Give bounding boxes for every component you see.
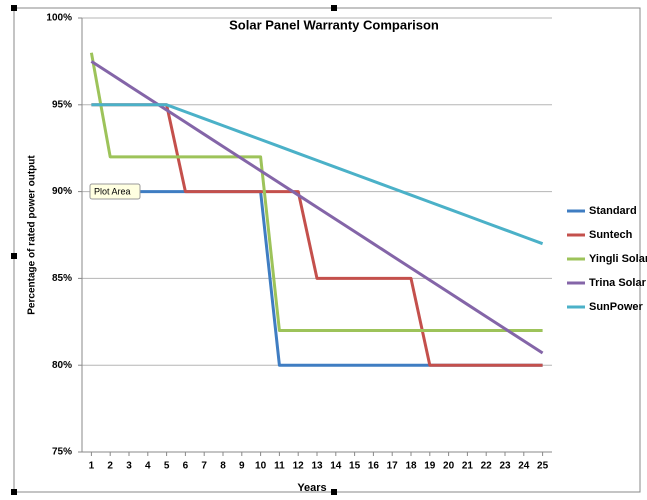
x-tick-label: 15 [349, 461, 361, 472]
x-tick-label: 10 [255, 461, 267, 472]
x-tick-label: 18 [405, 461, 417, 472]
x-tick-label: 22 [481, 461, 493, 472]
x-tick-label: 6 [183, 461, 189, 472]
selection-handle [11, 253, 17, 259]
legend-label: Trina Solar [589, 277, 647, 289]
x-axis-label: Years [297, 482, 326, 494]
y-axis-label: Percentage of rated power output [27, 155, 38, 315]
selection-handle [331, 5, 337, 11]
x-tick-label: 7 [201, 461, 207, 472]
chart-title: Solar Panel Warranty Comparison [229, 17, 439, 32]
legend-label: Yingli Solar [589, 253, 647, 265]
x-tick-label: 4 [145, 461, 151, 472]
legend-label: Standard [589, 205, 637, 217]
tooltip-text: Plot Area [94, 186, 131, 196]
legend-label: SunPower [589, 301, 644, 313]
series-line [90, 60, 544, 355]
selection-handle [11, 489, 17, 495]
x-tick-label: 21 [462, 461, 474, 472]
x-tick-label: 25 [537, 461, 549, 472]
chart-border [13, 7, 641, 493]
x-tick-label: 2 [107, 461, 113, 472]
y-tick-label: 75% [52, 447, 72, 458]
x-tick-label: 3 [126, 461, 132, 472]
y-tick-label: 85% [52, 273, 72, 284]
series-line [91, 103, 544, 246]
x-tick-label: 9 [239, 461, 245, 472]
y-tick-label: 95% [52, 99, 72, 110]
selection-handle [11, 5, 17, 11]
x-tick-label: 23 [499, 461, 511, 472]
x-tick-label: 12 [293, 461, 305, 472]
x-tick-label: 20 [443, 461, 455, 472]
x-tick-label: 19 [424, 461, 436, 472]
x-tick-label: 24 [518, 461, 530, 472]
x-tick-label: 13 [311, 461, 323, 472]
x-tick-label: 16 [368, 461, 380, 472]
x-tick-label: 5 [164, 461, 170, 472]
x-tick-label: 1 [89, 461, 95, 472]
selection-handle [331, 489, 337, 495]
series-line [89, 52, 543, 332]
y-tick-label: 90% [52, 186, 72, 197]
tooltip-box [89, 183, 141, 200]
y-tick-label: 100% [46, 13, 72, 24]
tooltip: Plot Area [89, 183, 141, 200]
x-tick-label: 17 [387, 461, 399, 472]
legend-label: Suntech [589, 229, 633, 241]
x-tick-label: 8 [220, 461, 226, 472]
y-tick-label: 80% [52, 360, 72, 371]
x-tick-label: 11 [274, 461, 285, 472]
x-tick-label: 14 [330, 461, 342, 472]
